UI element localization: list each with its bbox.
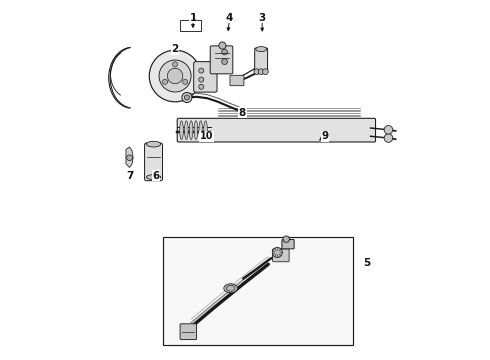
Circle shape — [199, 77, 204, 82]
Circle shape — [283, 236, 290, 242]
Circle shape — [162, 79, 168, 84]
Ellipse shape — [226, 285, 235, 291]
FancyBboxPatch shape — [145, 143, 163, 181]
Ellipse shape — [189, 121, 193, 140]
Text: 1: 1 — [189, 13, 196, 23]
Ellipse shape — [204, 121, 207, 140]
Circle shape — [159, 60, 191, 92]
Text: 9: 9 — [321, 131, 328, 141]
Circle shape — [272, 247, 282, 257]
Circle shape — [221, 59, 227, 64]
Circle shape — [182, 93, 192, 103]
FancyBboxPatch shape — [180, 324, 196, 339]
Ellipse shape — [256, 46, 267, 51]
Ellipse shape — [180, 121, 183, 140]
Circle shape — [184, 95, 190, 100]
Text: 4: 4 — [226, 13, 233, 23]
Text: 6: 6 — [152, 171, 160, 181]
Ellipse shape — [147, 175, 161, 180]
Circle shape — [172, 62, 178, 67]
Ellipse shape — [147, 141, 161, 147]
Circle shape — [199, 68, 204, 73]
Text: 3: 3 — [259, 13, 266, 23]
FancyBboxPatch shape — [230, 75, 244, 86]
Text: 7: 7 — [126, 171, 133, 181]
Circle shape — [183, 79, 188, 84]
Ellipse shape — [224, 284, 238, 293]
Circle shape — [384, 134, 393, 142]
Circle shape — [167, 68, 183, 84]
Text: 5: 5 — [363, 258, 370, 268]
FancyBboxPatch shape — [210, 46, 233, 74]
Circle shape — [263, 69, 269, 75]
Circle shape — [126, 155, 132, 161]
FancyBboxPatch shape — [255, 48, 268, 72]
Circle shape — [219, 42, 226, 49]
Circle shape — [199, 84, 204, 89]
Circle shape — [384, 126, 393, 134]
Ellipse shape — [199, 121, 202, 140]
FancyBboxPatch shape — [282, 239, 294, 249]
Text: 8: 8 — [239, 108, 246, 118]
FancyBboxPatch shape — [177, 118, 375, 142]
Bar — [163, 237, 353, 345]
FancyBboxPatch shape — [194, 62, 217, 92]
Circle shape — [221, 49, 227, 55]
Circle shape — [254, 69, 260, 75]
Bar — [180, 20, 200, 31]
Text: 2: 2 — [172, 44, 179, 54]
Ellipse shape — [185, 121, 188, 140]
FancyBboxPatch shape — [272, 249, 289, 262]
Circle shape — [149, 50, 201, 102]
Text: 10: 10 — [200, 131, 213, 141]
Ellipse shape — [194, 121, 198, 140]
Polygon shape — [126, 147, 133, 167]
Circle shape — [258, 69, 264, 75]
